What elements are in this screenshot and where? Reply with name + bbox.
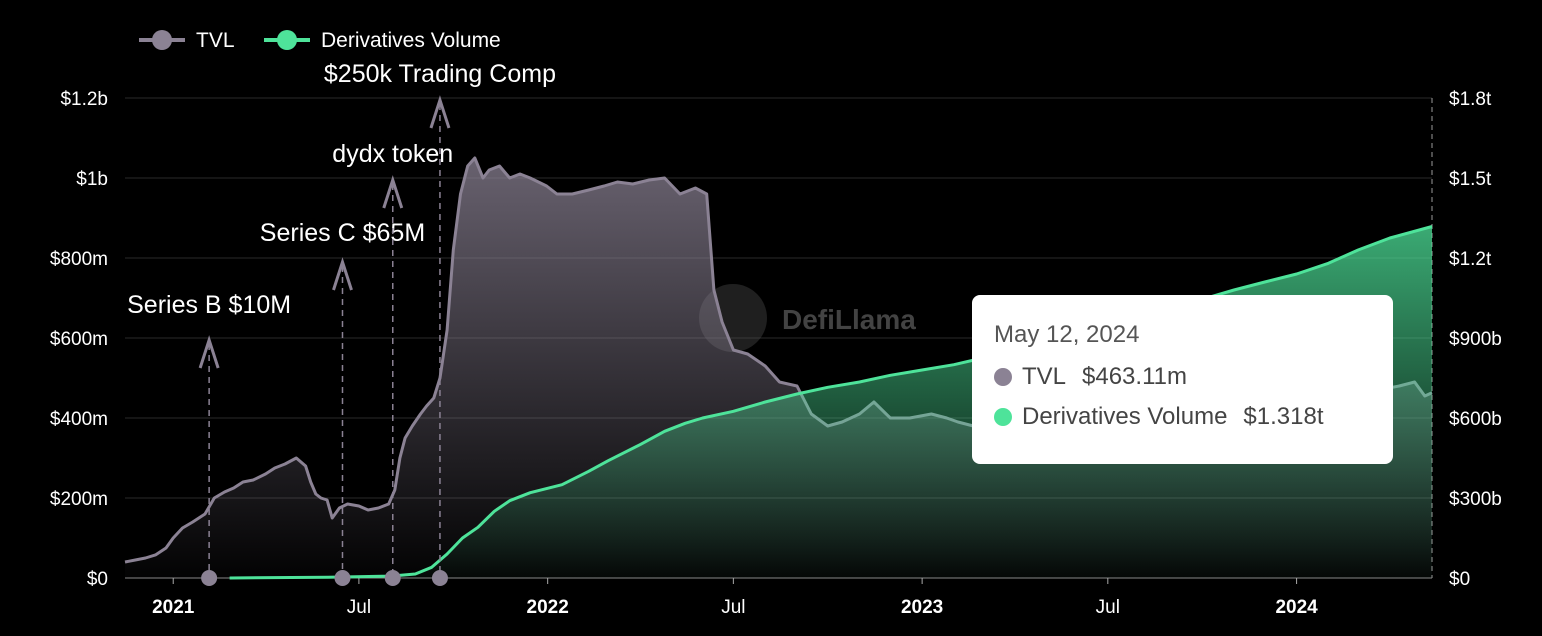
annotation-arrow-icon <box>382 175 404 209</box>
watermark-text: DefiLlama <box>782 304 916 335</box>
legend-dot-icon <box>277 30 297 50</box>
y-right-tick-label: $1.8t <box>1449 89 1492 110</box>
annotation-label: Series B $10M <box>127 291 291 319</box>
y-right-tick-label: $1.2t <box>1449 249 1492 270</box>
y-right-tick-label: $600b <box>1449 409 1502 430</box>
x-tick-label: 2024 <box>1275 597 1318 618</box>
y-left-tick-label: $400m <box>50 409 108 430</box>
y-axis-left: $0 $200m $400m $600m $800m $1b $1.2b <box>50 89 108 590</box>
annotations: Series B $10M Series C $65M dydx token $250… <box>127 60 556 586</box>
y-left-tick-label: $200m <box>50 489 108 510</box>
tooltip-row-derivatives: Derivatives Volume $1.318t <box>994 403 1371 431</box>
y-left-tick-label: $800m <box>50 249 108 270</box>
series-area-derivatives-volume <box>229 226 1433 578</box>
y-left-tick-label: $600m <box>50 329 108 350</box>
x-tick-label: 2023 <box>901 597 943 618</box>
annotation-arrow-icon <box>198 335 220 369</box>
annotation-marker <box>334 570 351 586</box>
x-tick-label: 2022 <box>527 597 569 618</box>
tooltip-row-tvl: TVL $463.11m <box>994 363 1371 391</box>
annotation-marker <box>431 570 448 586</box>
tooltip-derivatives-value: $1.318t <box>1243 403 1324 430</box>
x-tick-label: Jul <box>347 597 371 618</box>
x-tick-label: Jul <box>1096 597 1120 618</box>
legend-label: Derivatives Volume <box>321 29 501 52</box>
legend-item-derivatives-volume[interactable]: Derivatives Volume <box>264 29 501 52</box>
y-left-tick-label: $1b <box>76 169 108 190</box>
y-right-tick-label: $1.5t <box>1449 169 1492 190</box>
x-tick-label: 2021 <box>152 597 195 618</box>
tooltip-derivatives-dot-icon <box>994 408 1012 426</box>
legend[interactable]: TVL Derivatives Volume <box>139 29 501 52</box>
y-axis-right: $0 $300b $600b $900b $1.2t $1.5t $1.8t <box>1431 89 1502 590</box>
tooltip-tvl-dot-icon <box>994 368 1012 386</box>
y-left-tick-label: $0 <box>87 569 108 590</box>
y-right-tick-label: $300b <box>1449 489 1502 510</box>
annotation-label: $250k Trading Comp <box>324 60 556 88</box>
legend-item-tvl[interactable]: TVL <box>139 29 235 52</box>
tooltip-tvl-value: $463.11m <box>1082 363 1187 390</box>
y-right-tick-label: $0 <box>1449 569 1470 590</box>
tooltip: May 12, 2024 TVL $463.11m Derivatives Vo… <box>972 295 1393 464</box>
annotation-label: Series C $65M <box>260 219 425 247</box>
annotation-label: dydx token <box>332 140 453 168</box>
annotation-marker <box>384 570 401 586</box>
tooltip-date: May 12, 2024 <box>994 321 1140 348</box>
y-left-tick-label: $1.2b <box>60 89 108 110</box>
annotation-arrow-icon <box>429 95 451 129</box>
annotation-marker <box>201 570 218 586</box>
legend-dot-icon <box>152 30 172 50</box>
tooltip-derivatives-name: Derivatives Volume <box>1022 403 1228 430</box>
legend-label: TVL <box>196 29 235 52</box>
x-tick-label: Jul <box>721 597 745 618</box>
annotation-arrow-icon <box>332 257 353 291</box>
x-axis: 2021 Jul 2022 Jul 2023 Jul 2024 <box>125 577 1432 618</box>
tooltip-tvl-name: TVL <box>1022 363 1067 390</box>
y-right-tick-label: $900b <box>1449 329 1502 350</box>
